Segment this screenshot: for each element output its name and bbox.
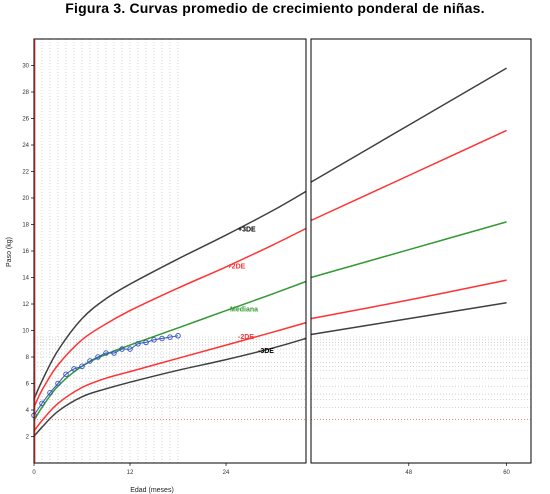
- panel-frame-2: [310, 38, 532, 464]
- observed-point: [143, 339, 149, 346]
- y-tick-label: 10: [22, 329, 29, 335]
- observed-point: [135, 341, 141, 347]
- observed-point: [103, 350, 109, 356]
- observed-point: [47, 390, 53, 396]
- curve-2de-right: [310, 279, 507, 320]
- observed-line: [33, 335, 179, 416]
- observed-point: [151, 337, 157, 343]
- curve-2de-left: [33, 321, 307, 432]
- observed-point: [159, 335, 165, 342]
- observed-point: [167, 334, 173, 340]
- label-2de: +2DE: [228, 264, 246, 271]
- observed-point: [119, 346, 125, 352]
- observed-point: [63, 371, 69, 377]
- observed-point: [127, 346, 133, 352]
- plot-frames: [33, 38, 532, 464]
- y-tick-label: 26: [22, 117, 29, 123]
- y-tick-label: 18: [22, 223, 29, 229]
- y-tick-label: 24: [22, 143, 29, 149]
- x-tick-label: 48: [405, 470, 412, 476]
- x-tick-label: 60: [503, 470, 510, 476]
- figure-title: Figura 3. Curvas promedio de crecimiento…: [65, 0, 485, 16]
- y-axis-label: Paso (kg): [6, 237, 13, 267]
- y-tick-label: 6: [26, 382, 30, 388]
- label-3de: +3DE: [238, 226, 256, 233]
- y-tick-label: 12: [22, 302, 29, 308]
- x-axis-label: Edad (meses): [130, 487, 174, 494]
- x-tick-label: 0: [32, 470, 36, 476]
- observed-point: [79, 363, 85, 370]
- observed-points: [31, 333, 181, 419]
- y-tick-label: 2: [26, 435, 30, 441]
- observed-point: [71, 366, 77, 372]
- curve-mediana-right: [310, 221, 507, 279]
- observed-point: [175, 333, 181, 339]
- curve-3de-left: [33, 190, 307, 400]
- grid-layer: [34, 39, 531, 463]
- curve-3de-right: [310, 301, 507, 336]
- y-tick-label: 28: [22, 90, 29, 96]
- y-tick-label: 14: [22, 276, 29, 282]
- curve-2de-right: [310, 129, 507, 222]
- curve-labels: +3DE +2DE Mediana -2DE -3DE: [228, 226, 275, 355]
- observed-point: [111, 350, 117, 356]
- x-tick-label: 24: [223, 470, 230, 476]
- x-tick-label: 12: [127, 470, 134, 476]
- curve-3de-right: [310, 67, 507, 183]
- label-mediana: Mediana: [230, 307, 258, 314]
- label-3de: -3DE: [258, 348, 274, 355]
- y-tick-label: 20: [22, 196, 29, 202]
- observed-point: [87, 358, 93, 364]
- y-tick-label: 8: [26, 355, 30, 361]
- y-tick-label: 4: [26, 408, 30, 414]
- observed-point: [55, 380, 61, 387]
- curves-layer: [33, 67, 507, 437]
- curve-mediana-left: [33, 280, 307, 421]
- curve-2de-left: [33, 227, 307, 408]
- y-tick-label: 22: [22, 170, 29, 176]
- label-2de: -2DE: [238, 334, 254, 341]
- curve-3de-left: [33, 337, 307, 437]
- observed-point: [39, 400, 45, 407]
- y-tick-label: 30: [22, 64, 29, 70]
- y-tick-label: 16: [22, 249, 29, 255]
- observed-point: [95, 354, 101, 360]
